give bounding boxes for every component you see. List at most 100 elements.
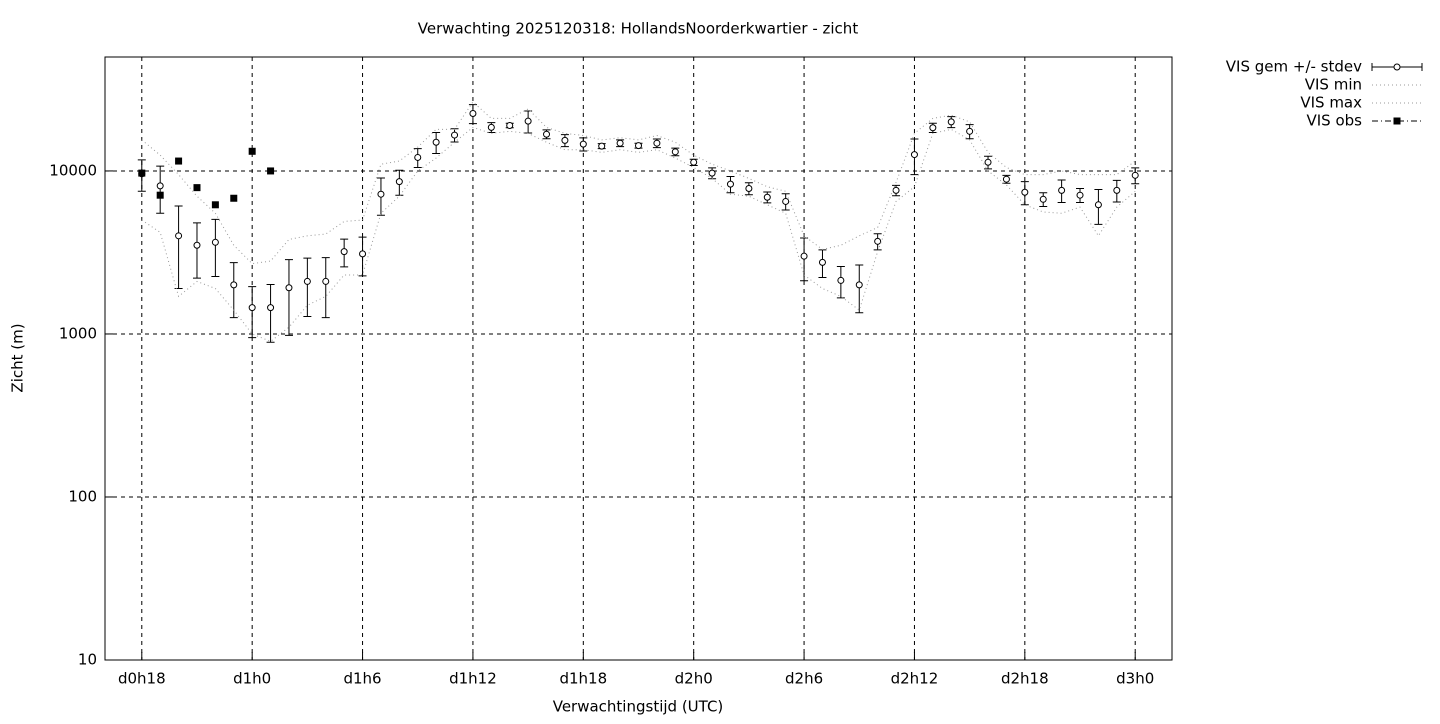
mean-point	[579, 140, 587, 148]
mean-point	[1076, 191, 1084, 199]
legend-label: VIS obs	[1307, 112, 1363, 130]
x-tick-label: d3h0	[1116, 670, 1154, 688]
mean-point	[561, 136, 569, 144]
min-max-line	[141, 126, 1136, 342]
mean-point	[451, 131, 459, 139]
mean-point	[1094, 201, 1102, 209]
error-bar	[156, 165, 165, 214]
mean-point	[910, 151, 918, 159]
x-tick-label: d1h18	[559, 670, 607, 688]
error-bar	[211, 218, 220, 278]
y-tick-label: 100	[68, 487, 97, 505]
mean-point	[524, 117, 532, 125]
mean-point	[267, 304, 275, 312]
x-tick-label: d2h0	[675, 670, 713, 688]
mean-point	[598, 142, 606, 150]
obs-point	[193, 184, 201, 192]
mean-point	[506, 122, 514, 130]
obs-point	[175, 157, 183, 165]
legend-label: VIS min	[1305, 76, 1362, 94]
mean-point	[763, 193, 771, 201]
mean-point	[984, 158, 992, 166]
mean-point	[782, 197, 790, 205]
plot-frame	[104, 56, 1173, 661]
mean-point	[726, 180, 734, 188]
error-bar	[192, 222, 201, 279]
error-bar	[303, 257, 312, 317]
legend-label: VIS gem +/- stdev	[1226, 58, 1362, 76]
x-tick-label: d1h0	[233, 670, 271, 688]
mean-point	[487, 123, 495, 131]
x-tick-label: d1h6	[343, 670, 381, 688]
mean-point	[285, 284, 293, 292]
min-max-line	[141, 101, 1136, 265]
mean-point	[690, 158, 698, 166]
obs-point	[230, 194, 238, 202]
error-bar	[229, 262, 238, 319]
mean-point	[377, 190, 385, 198]
mean-point	[800, 252, 808, 260]
mean-point	[837, 276, 845, 284]
legend-label: VIS max	[1300, 94, 1362, 112]
legend-sample	[1393, 63, 1401, 71]
chart-title: Verwachting 2025120318: HollandsNoorderk…	[418, 20, 859, 38]
mean-point	[1021, 188, 1029, 196]
obs-point	[267, 167, 275, 175]
mean-point	[653, 139, 661, 147]
mean-point	[1113, 186, 1121, 194]
obs-point	[211, 201, 219, 209]
x-tick-label: d1h12	[449, 670, 497, 688]
legend-sample	[1393, 117, 1401, 125]
mean-point	[322, 277, 330, 285]
obs-point	[248, 147, 256, 155]
x-axis-label: Verwachtingstijd (UTC)	[553, 698, 724, 716]
mean-point	[1058, 186, 1066, 194]
x-tick-label: d0h18	[118, 670, 166, 688]
mean-point	[395, 178, 403, 186]
error-bar	[248, 286, 257, 339]
x-tick-label: d2h18	[1001, 670, 1049, 688]
error-bar	[321, 257, 330, 319]
x-tick-label: d2h6	[785, 670, 823, 688]
mean-point	[1131, 171, 1139, 179]
y-tick-label: 10	[78, 651, 97, 669]
error-bar	[266, 284, 275, 343]
error-bar	[855, 264, 864, 314]
mean-point	[211, 238, 219, 246]
mean-point	[671, 148, 679, 156]
mean-point	[947, 118, 955, 126]
mean-point	[1039, 195, 1047, 203]
obs-point	[138, 169, 146, 177]
x-tick-label: d2h12	[891, 670, 939, 688]
mean-point	[745, 185, 753, 193]
obs-point	[156, 191, 164, 199]
mean-point	[929, 124, 937, 132]
y-axis-label: Zicht (m)	[9, 323, 27, 392]
mean-point	[818, 258, 826, 266]
mean-point	[156, 182, 164, 190]
mean-point	[543, 130, 551, 138]
mean-point	[469, 110, 477, 118]
error-bar	[284, 259, 293, 336]
mean-point	[414, 153, 422, 161]
mean-point	[193, 241, 201, 249]
mean-point	[874, 237, 882, 245]
mean-point	[708, 169, 716, 177]
mean-point	[432, 138, 440, 146]
mean-point	[248, 304, 256, 312]
mean-point	[855, 281, 863, 289]
y-tick-label: 10000	[49, 161, 97, 179]
mean-point	[230, 281, 238, 289]
mean-point	[340, 248, 348, 256]
mean-point	[892, 186, 900, 194]
mean-point	[1002, 175, 1010, 183]
mean-point	[966, 127, 974, 135]
mean-point	[635, 142, 642, 150]
mean-point	[616, 139, 624, 147]
y-tick-label: 1000	[59, 324, 97, 342]
mean-point	[303, 277, 311, 285]
error-bar	[174, 205, 183, 290]
mean-point	[359, 250, 367, 258]
